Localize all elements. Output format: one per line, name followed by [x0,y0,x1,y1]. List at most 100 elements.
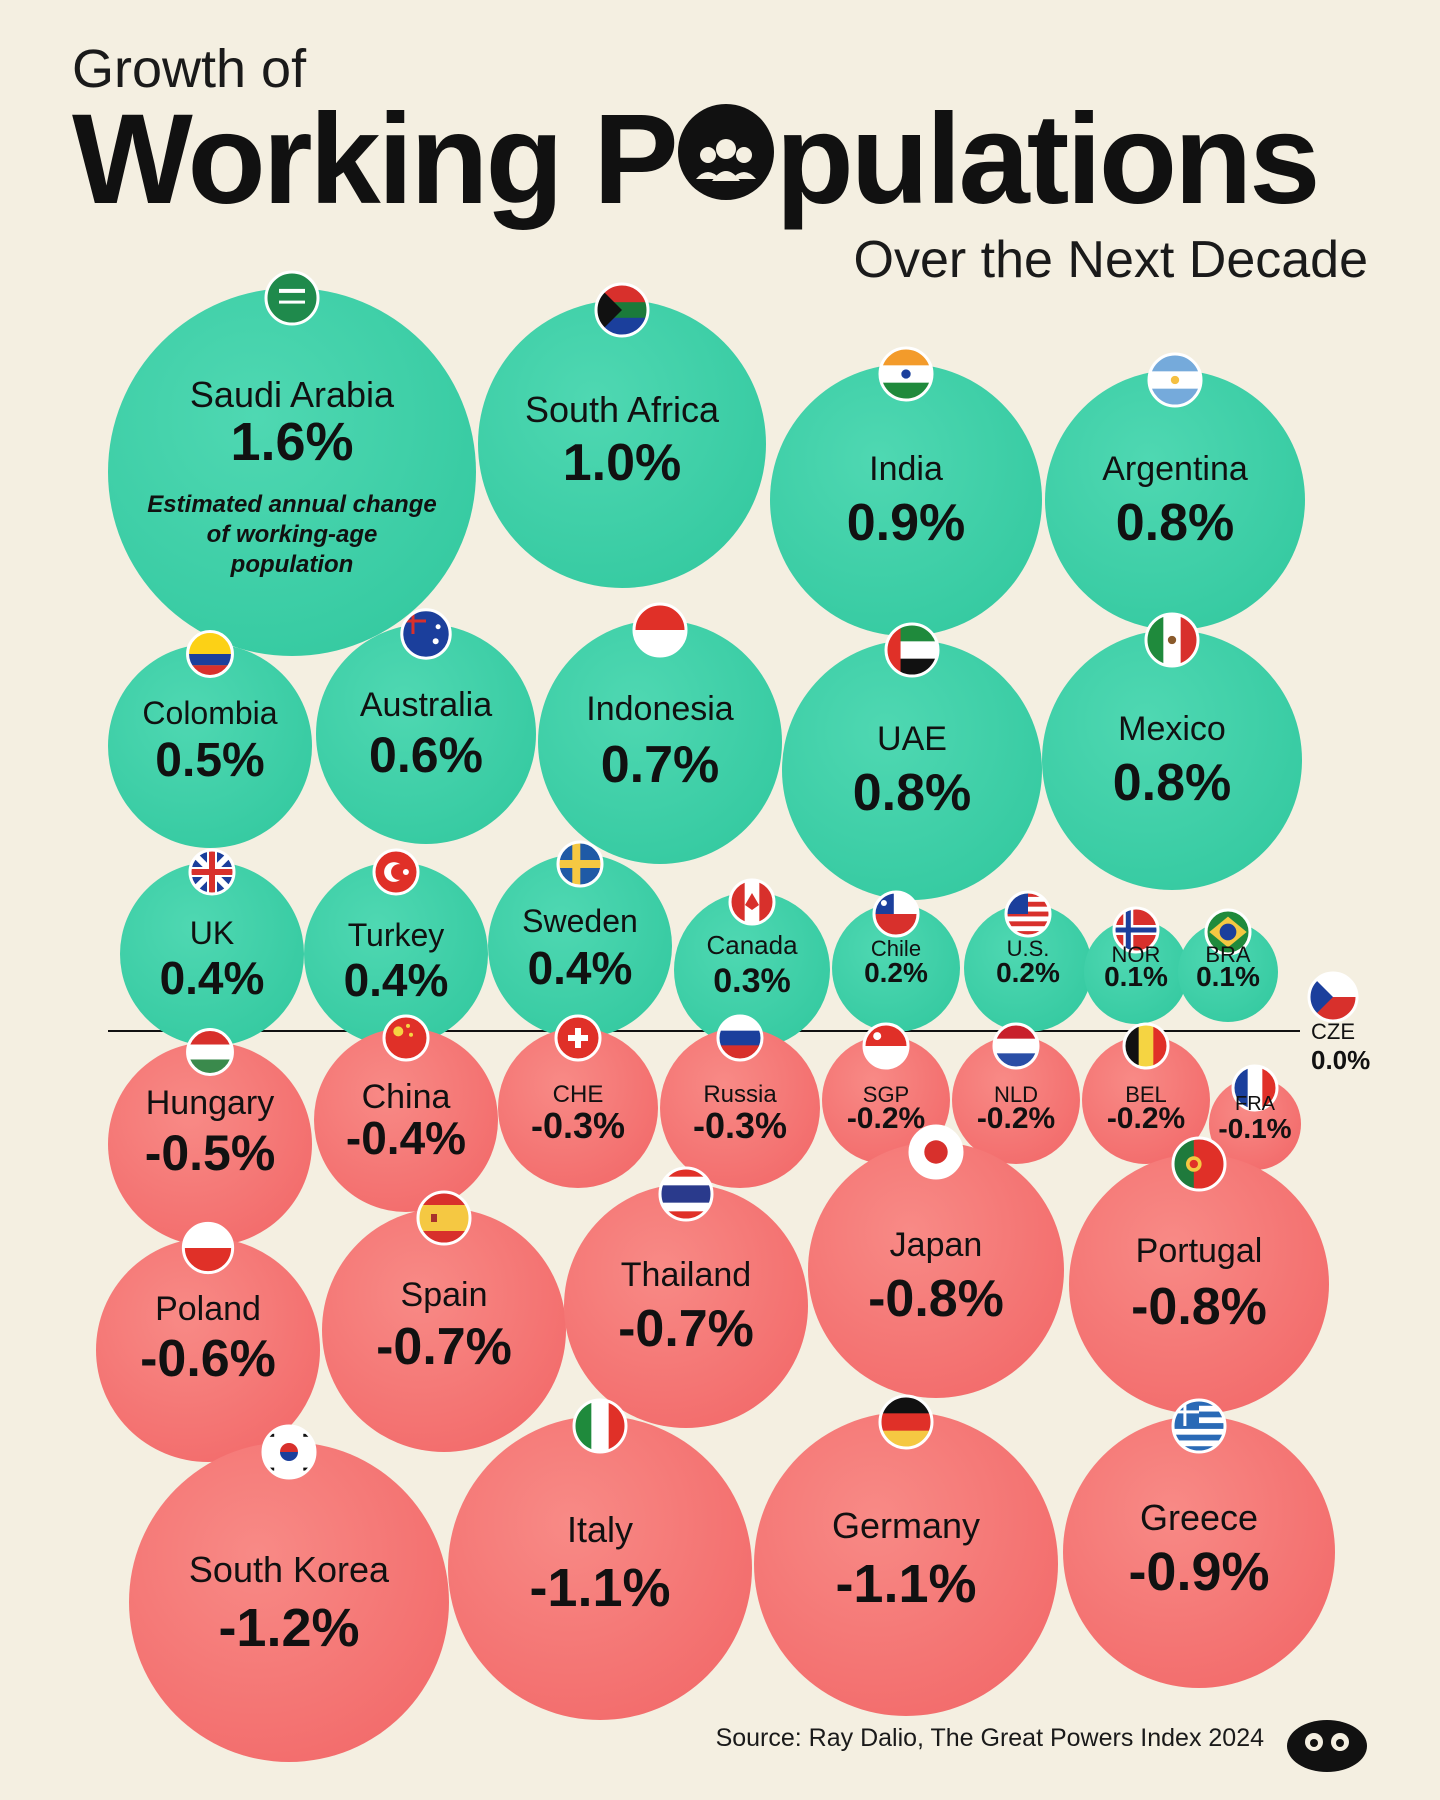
bubble-circle [314,1028,498,1212]
flag-icon-cl [874,892,918,936]
bubble-portugal: Portugal -0.8% [1069,1136,1329,1414]
source-credit: Source: Ray Dalio, The Great Powers Inde… [715,1724,1264,1752]
people-icon [677,104,774,200]
flag-icon-us [1006,892,1050,936]
bubble-circle [322,1208,566,1452]
bubble-value: -1.1% [835,1554,976,1614]
bubble-uk: UK0.4% [120,848,304,1046]
bubble-value: 0.4% [528,942,633,994]
bubble-value: -0.8% [1131,1278,1267,1336]
flag-border [1112,906,1160,954]
bubble-value: -0.9% [1128,1542,1269,1602]
bubble-label: Sweden [522,903,638,939]
bubble-circle [1045,370,1305,630]
flag-border [1307,971,1359,1023]
bubble-circle [538,620,782,864]
flag-border [1122,1022,1170,1070]
flag-icon-th [660,1168,712,1220]
bubble-circle [304,862,488,1046]
flag-icon-co [187,631,233,677]
flag-border [862,1022,910,1070]
bubble-value: 0.8% [853,764,972,822]
flag-border [878,1394,934,1450]
bubble-label: Canada [706,930,798,960]
bubble-hungary: Hungary-0.5% [108,1028,312,1246]
bubble-label: Mexico [1118,710,1226,748]
bubble-value: 0.4% [344,954,449,1006]
bubble-label: SGP [863,1082,909,1107]
bubble-value: -0.3% [693,1105,787,1146]
bubble-label: NLD [994,1082,1038,1107]
bubble-label: UAE [877,720,947,758]
bubble-label: Chile [871,936,921,961]
title-part2: pulations [775,88,1321,231]
bubble-value: 0.8% [1113,754,1232,812]
bubble-circle [1209,1078,1301,1170]
flag-border [416,1190,472,1246]
bubble-china: China-0.4% [314,1014,498,1212]
bubble-circle [782,640,1042,900]
bubble-circle [129,1442,449,1762]
bubble-circle [674,892,830,1048]
bubble-value: -1.2% [218,1598,359,1658]
bubble-label: Indonesia [586,690,734,728]
flag-border [1231,1064,1279,1112]
bubble-value: -0.7% [618,1300,754,1358]
bubble-value: 0.7% [601,736,720,794]
bubble-label: Hungary [146,1084,275,1122]
bubble-circle [1042,630,1302,890]
bubble-value: -0.2% [1107,1102,1185,1135]
flag-border [594,282,650,338]
bubble-value: -0.4% [346,1112,466,1164]
bubble-bel: BEL-0.2% [1082,1022,1210,1164]
annotation-line: Estimated annual change [147,491,436,518]
flag-border [261,1424,317,1480]
bubble-label: BEL [1125,1082,1167,1107]
bubble-japan: Japan -0.8% [808,1124,1064,1398]
bubble-label: Portugal [1136,1232,1263,1270]
bubble-circle [808,1142,1064,1398]
bubble-value: -0.1% [1218,1113,1291,1144]
bubble-circle [1069,1154,1329,1414]
annotation-line: of working-age [207,521,378,548]
flag-border [1147,352,1203,408]
bubble-label: Japan [890,1226,983,1264]
bubble-spain: Spain -0.7% [322,1190,566,1452]
bubble-fra: FRA-0.1% [1209,1064,1301,1170]
bubble-value: 0.8% [1116,494,1235,552]
flag-border [188,848,236,896]
bubble-mexico: Mexico 0.8% [1042,612,1302,890]
bubble-circle [952,1036,1080,1164]
flag-icon-sg [864,1024,908,1068]
flag-border [1004,890,1052,938]
flag-border [878,346,934,402]
bubble-label: Turkey [348,917,445,953]
bubble-russia: Russia-0.3% [660,1014,820,1188]
flag-border [908,1124,964,1180]
bubble-circle [1063,1416,1335,1688]
flag-border [400,608,452,660]
bubble-label: India [869,450,943,488]
bubble-circle [120,862,304,1046]
flag-border [872,890,920,938]
bubble-value: -1.1% [529,1558,670,1618]
bubble-label: Saudi Arabia [190,374,395,415]
bubble-circle [754,1412,1058,1716]
title-top: Growth of [72,39,307,99]
flag-border [992,1022,1040,1070]
flag-border [554,1014,602,1062]
bubble-label: Poland [155,1290,261,1328]
bubble-circle [96,1238,320,1462]
bubble-value: -0.7% [376,1318,512,1376]
flag-border [556,840,604,888]
publisher-logo [1287,1720,1367,1772]
bubble-label: Greece [1140,1497,1258,1538]
bubble-argentina: Argentina 0.8% [1045,352,1305,630]
bubble-label: Colombia [142,695,277,731]
